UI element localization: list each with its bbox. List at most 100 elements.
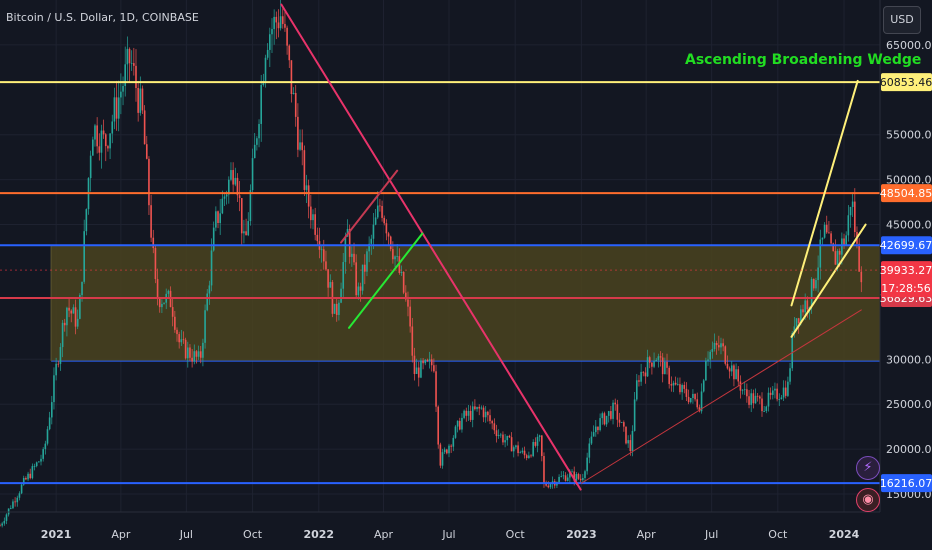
candle-body	[612, 402, 614, 419]
candle-body	[314, 214, 316, 235]
candle-body	[376, 205, 379, 218]
candle-body	[474, 406, 476, 410]
candle-body	[651, 362, 653, 367]
candle-body	[672, 382, 675, 386]
candle-body	[601, 413, 604, 419]
candle-body	[746, 389, 748, 397]
candle-body	[143, 110, 146, 145]
candle-body	[230, 170, 232, 180]
candle-body	[530, 455, 532, 457]
candle-body	[638, 380, 640, 382]
candle-body	[178, 334, 180, 343]
candle-body	[594, 426, 597, 433]
candle-body	[495, 430, 498, 437]
candle-body	[387, 233, 390, 237]
time-tick-label: Oct	[243, 528, 263, 541]
candle-body	[351, 253, 353, 257]
symbol-title: Bitcoin / U.S. Dollar, 1D, COINBASE	[6, 11, 199, 24]
candle-body	[186, 347, 189, 359]
candle-body	[327, 269, 329, 288]
candle-body	[776, 388, 778, 400]
candle-body	[232, 170, 234, 185]
candle-body	[363, 264, 366, 272]
time-tick-label: 2022	[303, 528, 334, 541]
candle-body	[50, 402, 53, 418]
candle-body	[253, 144, 256, 159]
candle-body	[692, 393, 694, 399]
candle-body	[325, 261, 327, 270]
trend-line-5	[790, 79, 859, 307]
candle-body	[107, 146, 109, 149]
candle-body	[89, 155, 92, 179]
price-tick-label: 55000.00	[886, 129, 932, 142]
candle-body	[204, 310, 206, 343]
candle-body	[700, 391, 703, 412]
candle-body	[124, 64, 127, 86]
candle-body	[730, 365, 733, 372]
candle-body	[208, 285, 211, 294]
candle-body	[372, 224, 375, 239]
candle-body	[461, 417, 463, 430]
candle-body	[279, 16, 282, 29]
candle-body	[120, 91, 122, 98]
candle-body	[202, 342, 204, 358]
candle-body	[754, 395, 757, 404]
candle-body	[502, 434, 504, 443]
time-tick-label: 2024	[829, 528, 860, 541]
price-tick-label: 20000.00	[886, 443, 932, 456]
candle-body	[92, 139, 94, 156]
candle-body	[176, 329, 178, 335]
candle-body	[653, 361, 655, 367]
candle-body	[536, 436, 539, 446]
candle-body	[206, 293, 209, 311]
candle-body	[545, 483, 547, 486]
candle-body	[739, 381, 742, 391]
candle-body	[145, 144, 148, 159]
candle-body	[506, 435, 509, 441]
level-price-tag-0: 60853.46	[880, 76, 932, 89]
candle-body	[85, 209, 88, 232]
candle-body	[789, 368, 791, 382]
candle-body	[784, 387, 787, 396]
candle-body	[288, 45, 291, 61]
candle-body	[575, 474, 578, 481]
candle-body	[44, 443, 47, 450]
lightning-bolt-icon[interactable]: ⚡	[856, 456, 880, 480]
candle-body	[454, 426, 457, 438]
candle-body	[35, 462, 38, 467]
candle-body	[141, 88, 144, 111]
candle-body	[515, 445, 517, 448]
candle-body	[1, 523, 3, 526]
candle-body	[832, 243, 835, 252]
candle-body	[355, 262, 357, 296]
level-price-tag-4-bg	[881, 474, 932, 493]
candle-body	[676, 384, 679, 385]
candle-body	[614, 402, 617, 405]
currency-button[interactable]: USD	[883, 6, 921, 34]
candle-body	[83, 231, 85, 282]
candle-body	[735, 369, 737, 380]
candle-body	[534, 442, 537, 446]
candle-body	[81, 281, 83, 296]
candle-body	[154, 248, 157, 280]
price-tick-label: 65000.00	[886, 39, 932, 52]
us-flag-icon[interactable]: ◉	[856, 488, 880, 512]
candle-body	[413, 355, 416, 375]
candle-body	[478, 406, 481, 409]
candle-body	[424, 359, 427, 364]
candle-body	[646, 357, 649, 377]
time-tick-label: Apr	[111, 528, 131, 541]
candle-body	[14, 501, 16, 503]
candle-body	[763, 410, 765, 412]
candle-body	[348, 228, 351, 257]
candle-body	[448, 445, 450, 454]
candle-body	[109, 133, 111, 149]
candle-body	[685, 388, 688, 397]
candle-body	[480, 407, 483, 409]
candle-body	[247, 221, 250, 236]
candle-body	[694, 393, 696, 400]
candle-body	[679, 384, 681, 393]
candle-body	[597, 426, 599, 431]
level-price-tag-2: 42699.67	[880, 239, 932, 252]
